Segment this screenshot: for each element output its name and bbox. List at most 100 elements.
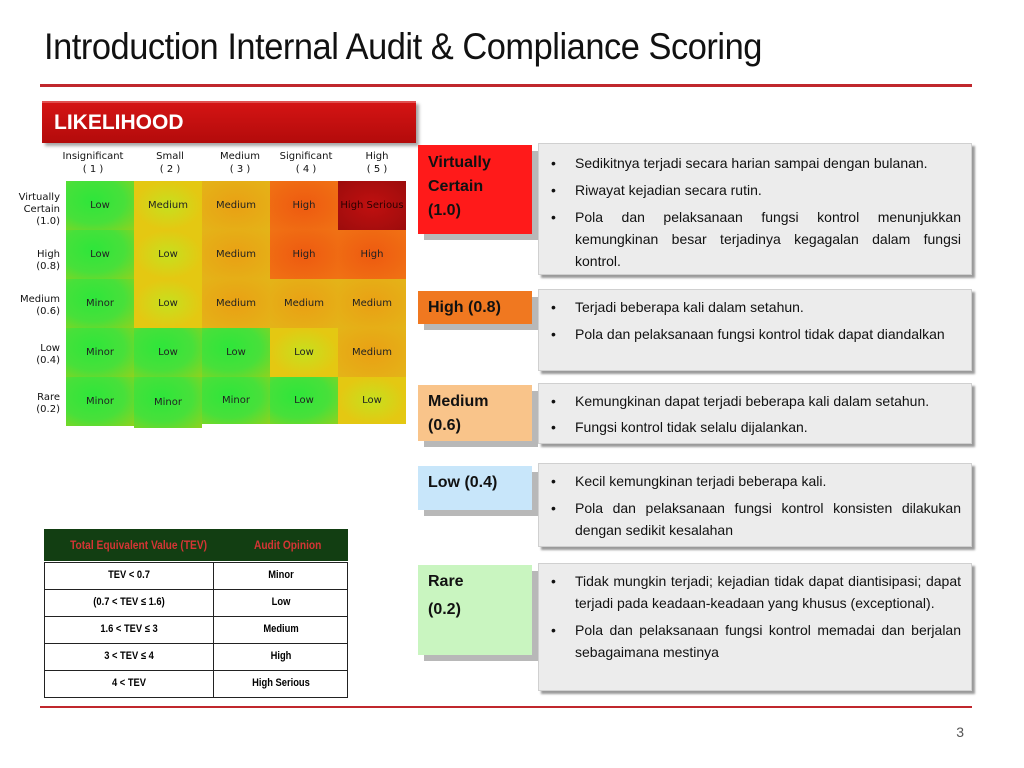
level-label-line: Virtually: [428, 154, 491, 171]
table-row: TEV < 0.7 Minor: [44, 562, 348, 590]
tev-range: 3 < TEV ≤ 4: [104, 650, 154, 662]
matrix-col-insignificant: Insignificant ( 1 ): [58, 150, 128, 176]
matrix-cell: Minor: [202, 377, 270, 424]
matrix-col-high: High ( 5 ): [342, 150, 412, 176]
row-name: High: [37, 249, 60, 260]
bullet-item: Kemungkinan dapat terjadi beberapa kali …: [539, 390, 971, 412]
level-desc-medium: Kemungkinan dapat terjadi beberapa kali …: [538, 383, 972, 444]
col-score: ( 2 ): [159, 164, 181, 175]
level-desc-rare: Tidak mungkin terjadi; kejadian tidak da…: [538, 563, 972, 691]
level-desc-high: Terjadi beberapa kali dalam setahun. Pol…: [538, 289, 972, 371]
bullet-item: Pola dan pelaksanaan fungsi kontrol kons…: [539, 497, 971, 541]
level-label-line: High (0.8): [428, 299, 501, 316]
footer-divider: [40, 706, 972, 708]
matrix-cell: Minor: [134, 377, 202, 428]
matrix-row-low: Low (0.4): [4, 343, 60, 367]
row-name: Low: [40, 343, 60, 354]
matrix-cell: Low: [270, 328, 338, 377]
audit-opinion: Minor: [268, 569, 294, 581]
bullet-item: Pola dan pelaksanaan fungsi kontrol tida…: [539, 323, 971, 345]
tev-range: TEV < 0.7: [108, 569, 150, 581]
row-score: (0.6): [36, 306, 60, 317]
col-name: Significant: [279, 151, 333, 162]
matrix-cell: High Serious: [338, 181, 406, 230]
table-row: (0.7 < TEV ≤ 1.6) Low: [44, 589, 348, 617]
matrix-cell: Minor: [66, 279, 134, 328]
bullet-item: Fungsi kontrol tidak selalu dijalankan.: [539, 416, 971, 438]
bullet-item: Sedikitnya terjadi secara harian sampai …: [539, 152, 971, 174]
level-label-line: (0.6): [428, 417, 461, 434]
table-row: 3 < TEV ≤ 4 High: [44, 643, 348, 671]
level-label-line: Medium: [428, 393, 489, 410]
audit-opinion: High: [270, 650, 292, 662]
col-score: ( 1 ): [82, 164, 104, 175]
col-name: High: [365, 151, 389, 162]
level-label-low: Low (0.4): [418, 466, 532, 510]
col-name: Medium: [220, 151, 260, 162]
audit-opinion-header-label: Audit Opinion: [253, 538, 322, 552]
level-label-line: Rare: [428, 573, 464, 590]
row-score: (0.2): [36, 404, 60, 415]
matrix-cell: Medium: [202, 279, 270, 328]
matrix-cell: High: [270, 230, 338, 279]
matrix-cell: Medium: [338, 328, 406, 377]
matrix-col-medium: Medium ( 3 ): [205, 150, 275, 176]
level-label-line: Certain: [428, 178, 484, 195]
col-score: ( 4 ): [295, 164, 317, 175]
col-score: ( 3 ): [229, 164, 251, 175]
matrix-col-significant: Significant ( 4 ): [271, 150, 341, 176]
audit-opinion: High Serious: [252, 677, 310, 689]
matrix-cell: Medium: [134, 181, 202, 230]
matrix-row-virtually-certain: Virtually Certain (1.0): [4, 192, 60, 228]
row-score: (0.8): [36, 261, 60, 272]
matrix-cell: Minor: [66, 328, 134, 377]
slide-title: Introduction Internal Audit & Compliance…: [44, 26, 762, 67]
level-label-virtually-certain: Virtually Certain (1.0): [418, 145, 532, 234]
row-score: (0.4): [36, 355, 60, 366]
level-label-line: (0.2): [428, 601, 461, 618]
bullet-item: Kecil kemungkinan terjadi beberapa kali.: [539, 470, 971, 492]
bullet-item: Tidak mungkin terjadi; kejadian tidak da…: [539, 570, 971, 614]
table-row: 1.6 < TEV ≤ 3 Medium: [44, 616, 348, 644]
title-divider: [40, 84, 972, 87]
bullet-item: Pola dan pelaksanaan fungsi kontrol menu…: [539, 206, 971, 272]
row-name: Virtually Certain: [18, 192, 60, 215]
level-label-high: High (0.8): [418, 291, 532, 324]
tev-header-label: Total Equivalent Value (TEV): [70, 538, 208, 552]
matrix-cell: Medium: [338, 279, 406, 328]
matrix-cell: Low: [66, 181, 134, 230]
likelihood-banner-label: LIKELIHOOD: [54, 111, 184, 134]
row-name: Rare: [37, 392, 60, 403]
tev-range: 4 < TEV: [111, 677, 147, 689]
tev-table-header: Total Equivalent Value (TEV) Audit Opini…: [44, 529, 348, 561]
audit-opinion: Low: [271, 596, 291, 608]
bullet-item: Pola dan pelaksanaan fungsi kontrol mema…: [539, 619, 971, 663]
matrix-cell: Low: [134, 230, 202, 279]
level-label-line: Low (0.4): [428, 474, 498, 491]
table-row: 4 < TEV High Serious: [44, 670, 348, 698]
tev-range: 1.6 < TEV ≤ 3: [100, 623, 158, 635]
matrix-cell: High: [338, 230, 406, 279]
matrix-cell: Minor: [66, 377, 134, 426]
matrix-row-medium: Medium (0.6): [4, 294, 60, 318]
col-name: Insignificant: [62, 151, 124, 162]
matrix-cell: High: [270, 181, 338, 230]
matrix-cell: Low: [202, 328, 270, 377]
matrix-row-rare: Rare (0.2): [4, 392, 60, 416]
tev-range: (0.7 < TEV ≤ 1.6): [93, 596, 165, 608]
bullet-item: Riwayat kejadian secara rutin.: [539, 179, 971, 201]
col-score: ( 5 ): [366, 164, 388, 175]
matrix-cell: Medium: [270, 279, 338, 328]
row-score: (1.0): [36, 216, 60, 227]
matrix-cell: Medium: [202, 230, 270, 279]
matrix-cell: Low: [338, 377, 406, 424]
matrix-cell: Low: [134, 279, 202, 328]
matrix-cell: Low: [270, 377, 338, 424]
level-desc-low: Kecil kemungkinan terjadi beberapa kali.…: [538, 463, 972, 547]
bullet-item: Terjadi beberapa kali dalam setahun.: [539, 296, 971, 318]
matrix-row-high: High (0.8): [4, 249, 60, 273]
matrix-cell: Low: [66, 230, 134, 279]
audit-opinion: Medium: [263, 623, 299, 635]
matrix-cell: Low: [134, 328, 202, 377]
level-label-line: (1.0): [428, 202, 461, 219]
